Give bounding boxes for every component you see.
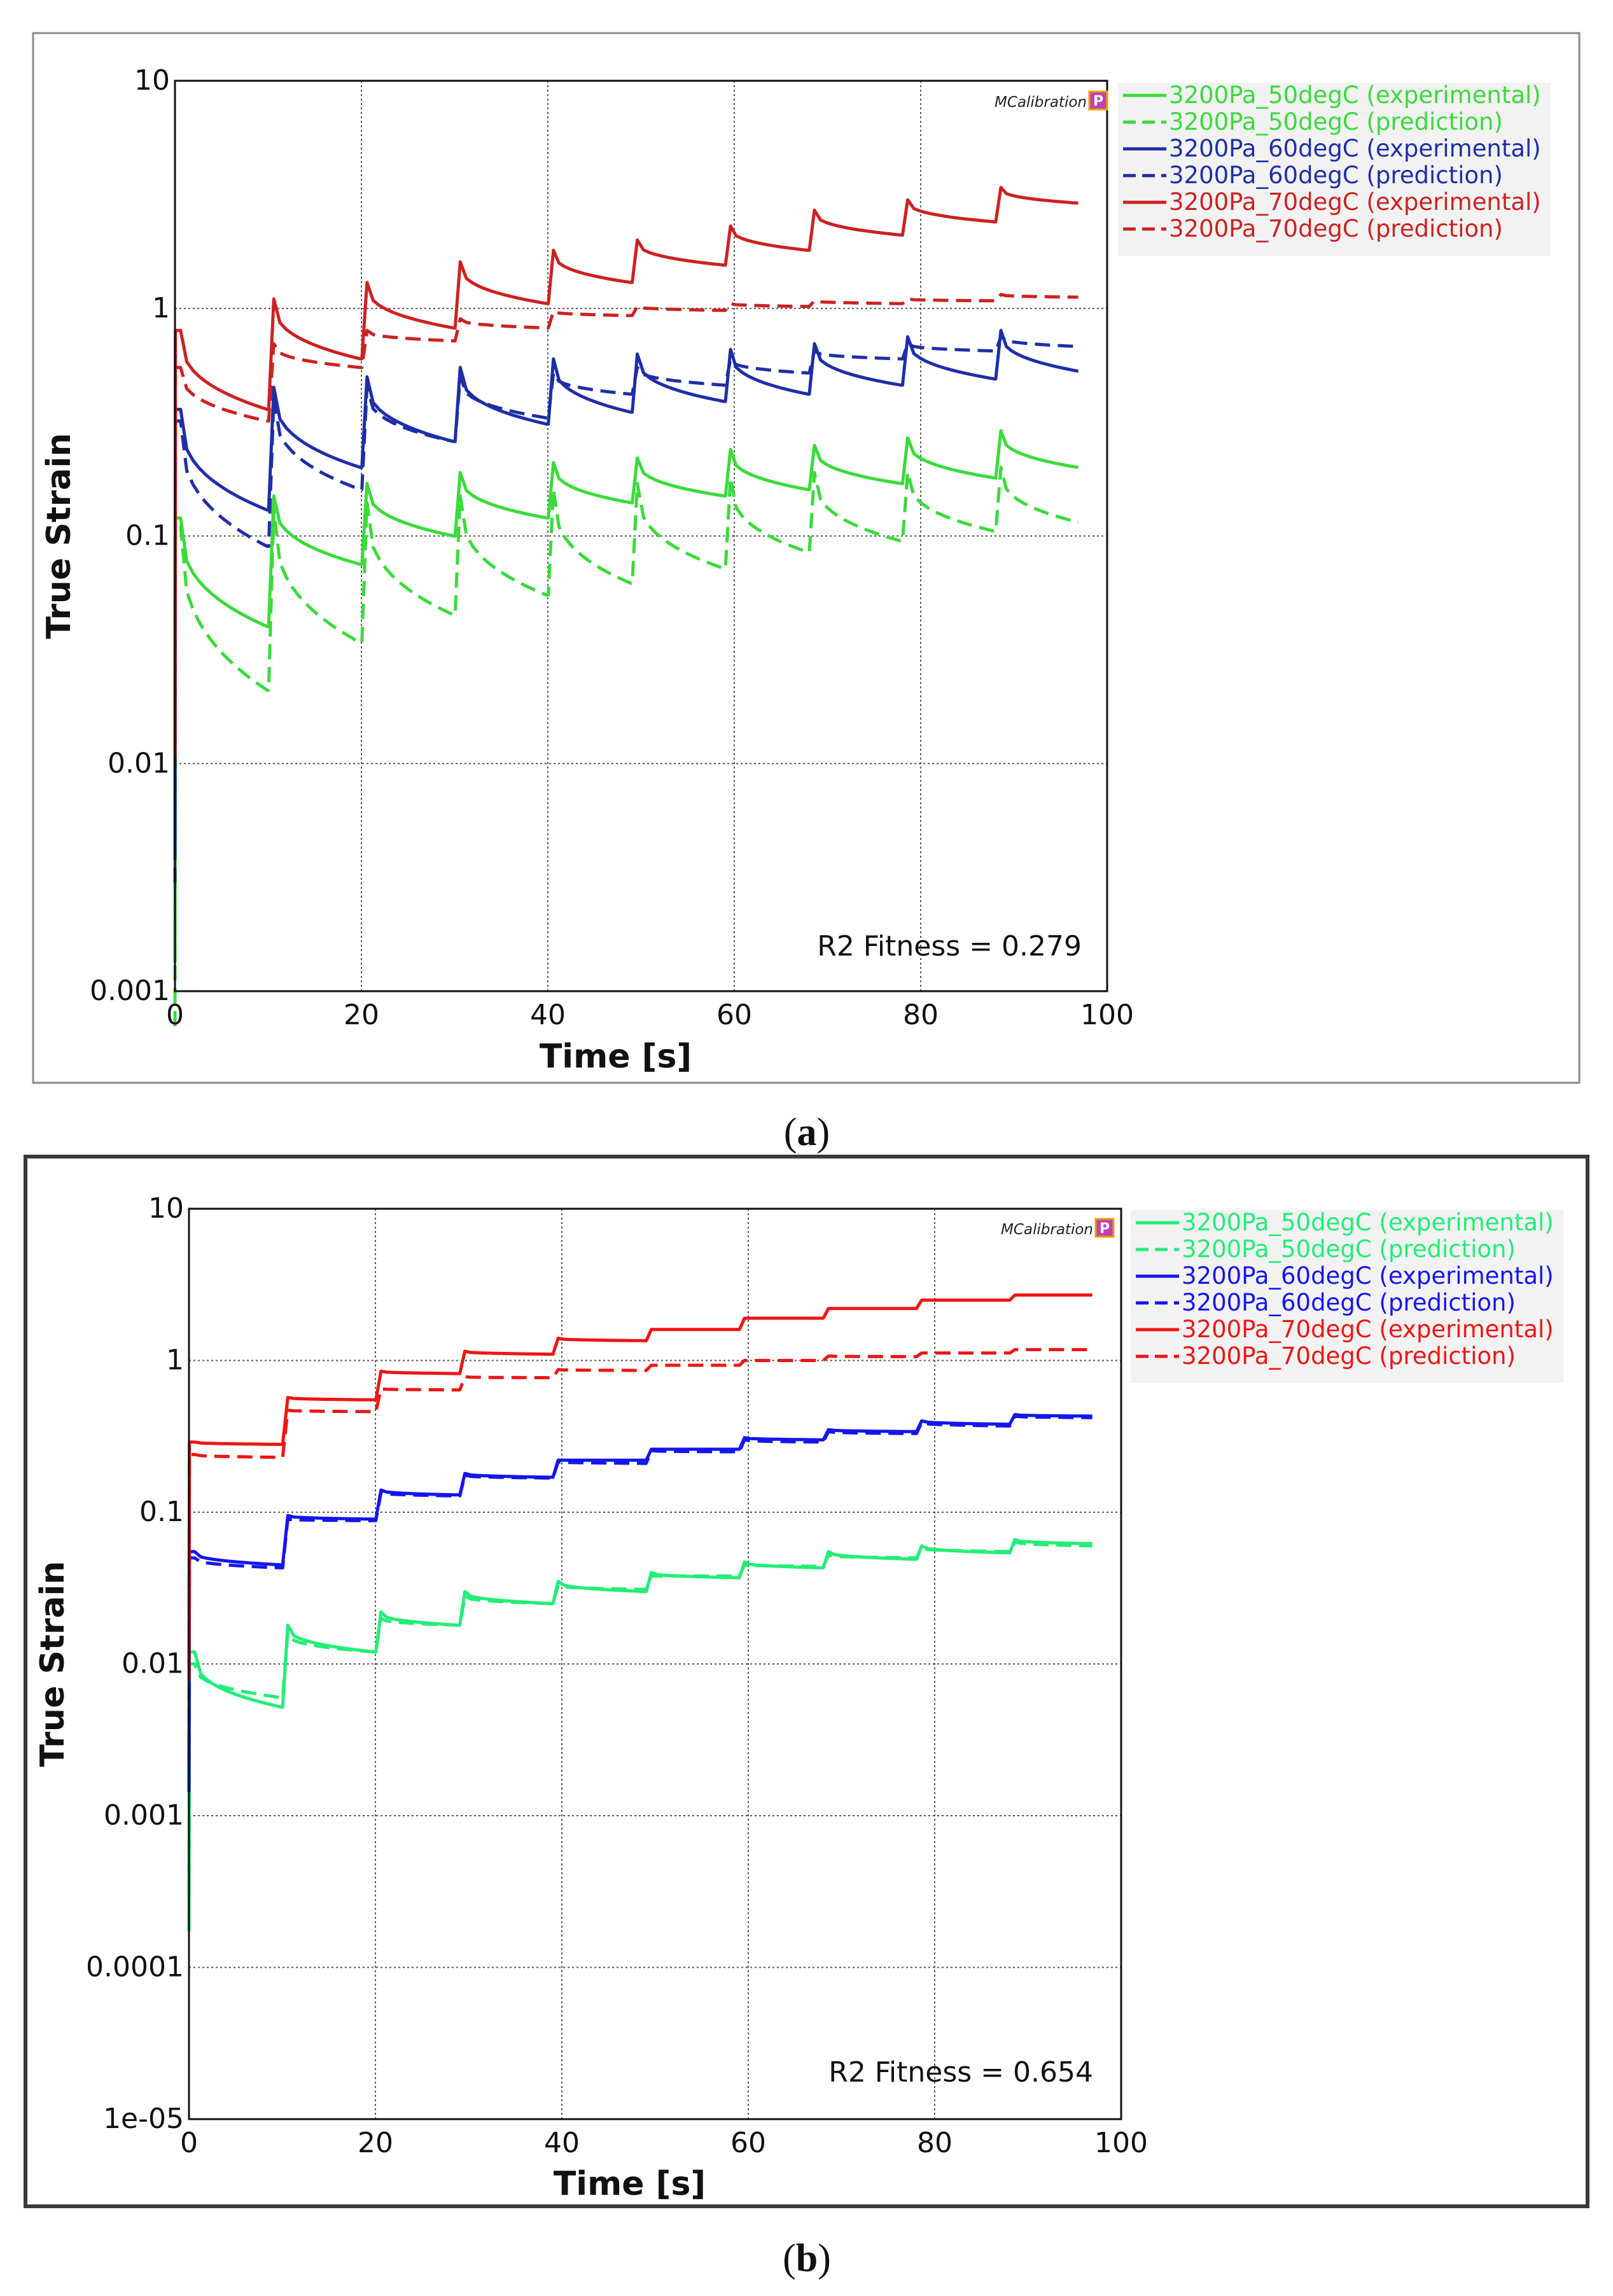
legend-label: 3200Pa_50degC (experimental)	[1182, 1209, 1554, 1236]
legend-label: 3200Pa_60degC (experimental)	[1182, 1262, 1554, 1290]
series-line-3200pa-50degc-prediction	[173, 466, 1079, 1027]
series-line-3200pa-70degc-experimental	[173, 186, 1079, 746]
mcalibration-logo: MCalibration P	[1001, 1218, 1115, 1238]
x-tick-label: 80	[903, 999, 939, 1031]
series-group	[173, 186, 1079, 1027]
x-tick-label: 100	[1080, 999, 1134, 1031]
x-axis-label: Time [s]	[540, 1038, 692, 1076]
series-line-3200pa-70degc-prediction	[173, 293, 1079, 758]
y-tick-label: 1	[152, 292, 170, 324]
legend-label: 3200Pa_70degC (experimental)	[1182, 1316, 1554, 1343]
chart-panel-b: 0 20 40 60 80 100 1e-05 0.0001 0.001 0.01 0.1 1 10 Ti…	[34, 1192, 1563, 2203]
caption-a: (a)	[784, 1111, 830, 1154]
y-tick-label: 0.001	[104, 1799, 184, 1832]
plot-border	[188, 1207, 1122, 2120]
caption-b: (b)	[783, 2237, 831, 2280]
y-tick-label: 10	[148, 1192, 184, 1225]
series-line-3200pa-60degc-prediction	[187, 1414, 1093, 1792]
legend-label: 3200Pa_60degC (prediction)	[1182, 1289, 1516, 1316]
x-tick-label: 20	[358, 2127, 393, 2159]
x-tick-label: 100	[1094, 2127, 1148, 2159]
y-tick-label: 0.1	[125, 520, 170, 552]
grid-lines	[189, 1209, 1121, 2119]
legend: 3200Pa_50degC (experimental)3200Pa_50deg…	[1118, 81, 1551, 256]
y-tick-label: 0.01	[122, 1648, 184, 1680]
legend-label: 3200Pa_70degC (prediction)	[1169, 215, 1503, 242]
series-line-3200pa-50degc-prediction	[187, 1540, 1093, 1922]
x-tick-label: 60	[716, 999, 752, 1031]
x-axis-label: Time [s]	[554, 2165, 706, 2203]
legend-label: 3200Pa_70degC (prediction)	[1182, 1342, 1516, 1370]
y-tick-label: 1	[166, 1344, 184, 1377]
fitness-annotation: R2 Fitness = 0.654	[828, 2056, 1093, 2089]
chart-panel-a: 0 20 40 60 80 100 0.001 0.01 0.1 1 10 Time [s] True …	[40, 64, 1551, 1076]
legend-background	[1118, 83, 1551, 256]
mcalibration-logo: MCalibration P	[995, 90, 1108, 111]
fitness-annotation: R2 Fitness = 0.279	[817, 930, 1082, 963]
y-tick-label: 0.1	[139, 1496, 184, 1528]
x-tick-label: 0	[166, 999, 184, 1031]
series-group	[187, 1293, 1093, 1931]
legend-label: 3200Pa_60degC (experimental)	[1169, 135, 1541, 162]
logo-text: MCalibration	[1001, 1221, 1093, 1238]
series-line-3200pa-60degc-experimental	[187, 1413, 1093, 1790]
legend-label: 3200Pa_50degC (prediction)	[1182, 1235, 1516, 1263]
logo-badge-letter: P	[1100, 1221, 1110, 1237]
caption-b-label: b	[796, 2237, 818, 2280]
y-tick-label: 0.0001	[86, 1951, 184, 1984]
legend-label: 3200Pa_60degC (prediction)	[1169, 162, 1503, 189]
x-tick-label: 40	[544, 2127, 580, 2159]
y-axis-label: True Strain	[34, 1561, 72, 1767]
series-line-3200pa-70degc-experimental	[187, 1293, 1093, 1669]
legend-label: 3200Pa_50degC (prediction)	[1169, 108, 1503, 136]
legend: 3200Pa_50degC (experimental)3200Pa_50deg…	[1131, 1209, 1563, 1383]
y-tick-label: 10	[134, 64, 170, 97]
logo-badge	[1088, 90, 1108, 111]
y-axis-label: True Strain	[40, 433, 78, 639]
logo-badge-letter: P	[1093, 94, 1103, 109]
y-tick-label: 1e-05	[103, 2103, 184, 2135]
legend-label: 3200Pa_70degC (experimental)	[1169, 188, 1541, 216]
series-line-3200pa-50degc-experimental	[173, 429, 1079, 963]
legend-label: 3200Pa_50degC (experimental)	[1169, 81, 1541, 109]
series-line-3200pa-60degc-prediction	[173, 335, 1079, 883]
x-tick-label: 0	[180, 2127, 198, 2159]
x-tick-label: 20	[344, 999, 379, 1031]
caption-a-label: a	[797, 1111, 817, 1154]
y-tick-label: 0.001	[90, 975, 170, 1007]
logo-text: MCalibration	[995, 94, 1087, 111]
y-tick-label: 0.01	[108, 747, 170, 779]
logo-badge	[1094, 1218, 1115, 1238]
series-line-3200pa-60degc-experimental	[173, 328, 1079, 847]
series-line-3200pa-70degc-prediction	[187, 1347, 1093, 1682]
x-tick-label: 60	[730, 2127, 766, 2159]
legend-background	[1131, 1210, 1563, 1383]
x-tick-label: 40	[530, 999, 566, 1031]
x-tick-label: 80	[917, 2127, 953, 2159]
plot-border	[174, 80, 1108, 992]
